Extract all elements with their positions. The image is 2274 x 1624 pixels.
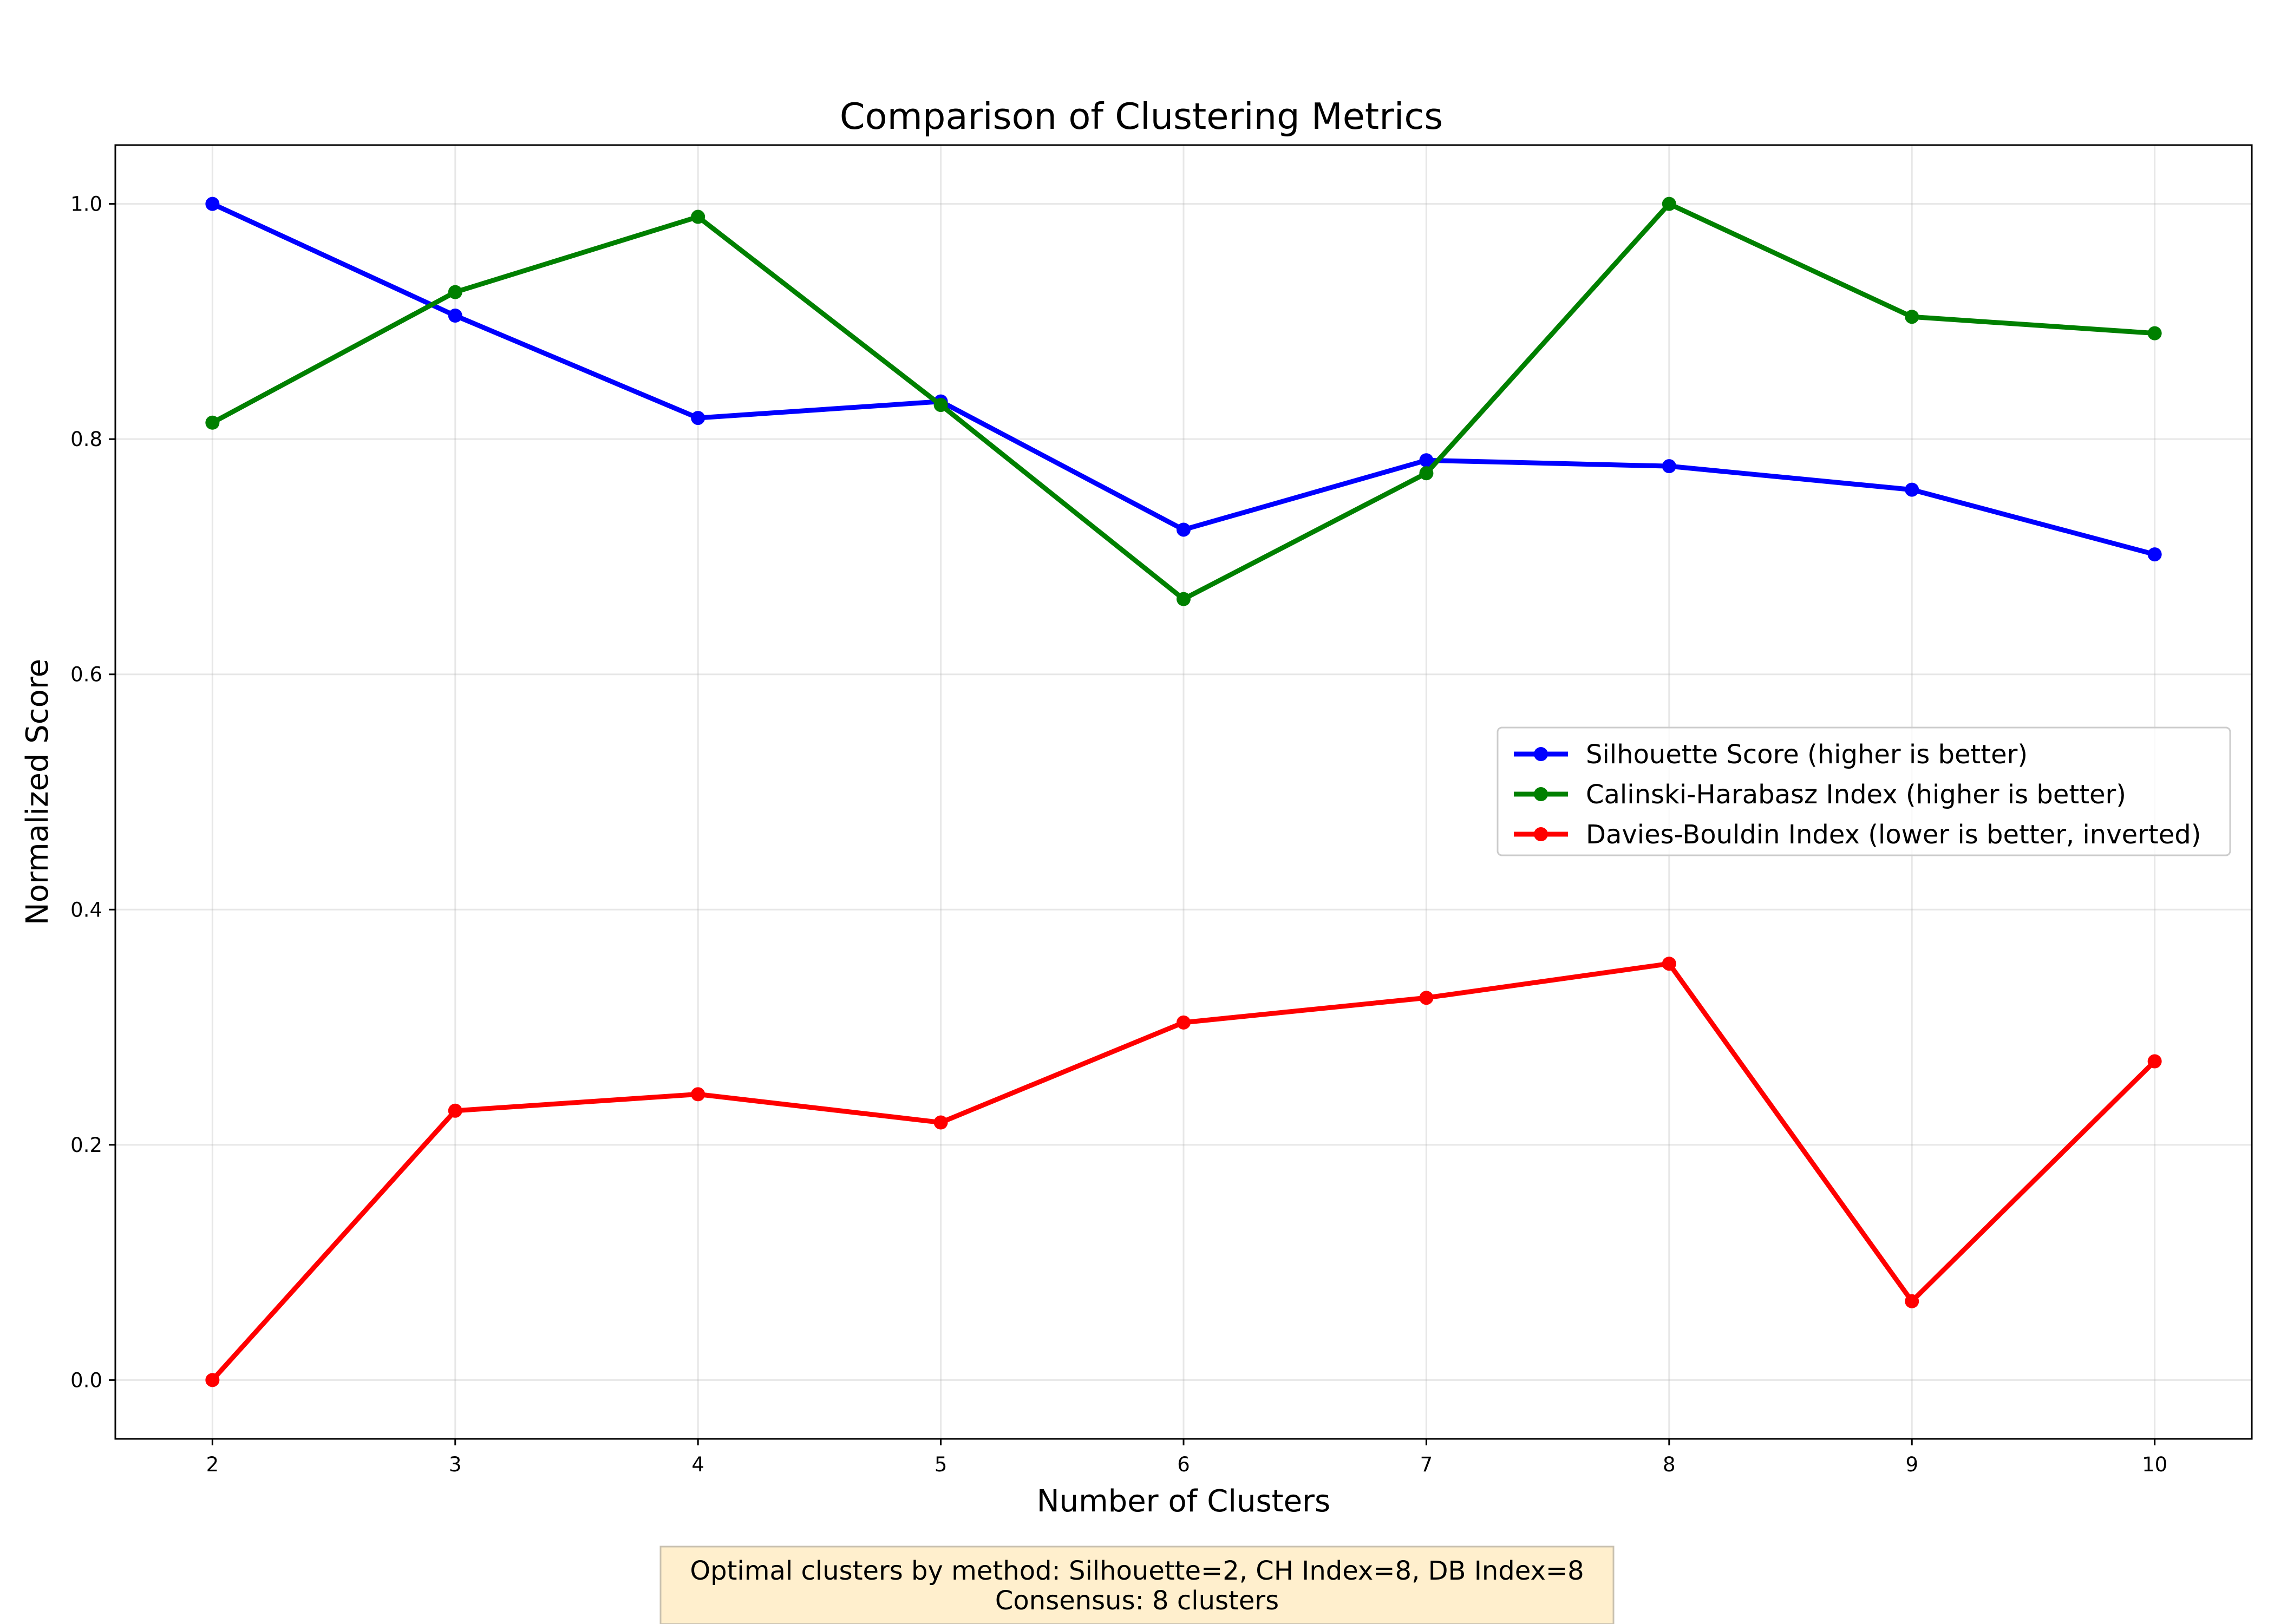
annotation-line-1: Optimal clusters by method: Silhouette=2…	[690, 1556, 1584, 1586]
x-axis-ticks: 2 3 4 5 6 7 8 9 10	[206, 1439, 2167, 1476]
data-point	[205, 1373, 220, 1387]
data-point	[1177, 1015, 1191, 1030]
legend-entry-1: Silhouette Score (higher is better)	[1514, 739, 2028, 770]
legend-label: Silhouette Score (higher is better)	[1586, 739, 2028, 770]
legend-marker	[1534, 787, 1548, 801]
annotation-line-2: Consensus: 8 clusters	[995, 1586, 1279, 1616]
series-2	[205, 197, 2162, 606]
x-tick-label: 4	[691, 1453, 704, 1476]
data-point	[1662, 459, 1676, 474]
x-tick-label: 3	[449, 1453, 462, 1476]
x-tick-label: 10	[2142, 1453, 2167, 1476]
data-point	[2147, 547, 2162, 562]
chart-title: Comparison of Clustering Metrics	[840, 95, 1443, 137]
legend-box	[1497, 726, 2231, 856]
data-point	[448, 1103, 462, 1118]
x-axis-label: Number of Clusters	[1037, 1484, 1330, 1519]
legend-marker	[1534, 827, 1548, 841]
data-point	[691, 1087, 705, 1102]
y-tick-label: 0.6	[70, 663, 102, 686]
y-axis-label: Normalized Score	[20, 659, 55, 925]
data-point	[1177, 522, 1191, 537]
y-tick-label: 0.0	[70, 1368, 102, 1392]
legend-entry-2: Calinski-Harabasz Index (higher is bette…	[1514, 780, 2126, 810]
data-point	[205, 415, 220, 430]
legend-entries: Silhouette Score (higher is better) Calin…	[1514, 739, 2201, 850]
legend-label: Calinski-Harabasz Index (higher is bette…	[1586, 780, 2126, 810]
data-point	[691, 411, 705, 425]
data-point	[1177, 592, 1191, 606]
data-point	[933, 1115, 948, 1130]
y-tick-label: 0.8	[70, 428, 102, 451]
data-point	[1905, 310, 1919, 324]
data-point	[1419, 453, 1434, 468]
x-tick-label: 8	[1663, 1453, 1676, 1476]
data-point	[1662, 957, 1676, 971]
x-tick-label: 2	[206, 1453, 219, 1476]
data-point	[448, 285, 462, 299]
y-axis-ticks: 0.0 0.2 0.4 0.6 0.8 1.0	[70, 193, 115, 1392]
legend: Silhouette Score (higher is better) Calin…	[1497, 726, 2231, 856]
x-tick-label: 5	[935, 1453, 948, 1476]
x-tick-label: 6	[1177, 1453, 1190, 1476]
data-point	[1419, 466, 1434, 481]
data-point	[1905, 1294, 1919, 1308]
x-tick-label: 7	[1420, 1453, 1433, 1476]
data-point	[1905, 482, 1919, 497]
annotation-box: Optimal clusters by method: Silhouette=2…	[659, 1546, 1615, 1624]
y-tick-label: 1.0	[70, 193, 102, 216]
data-point	[933, 398, 948, 412]
grid	[115, 145, 2252, 1439]
data-point	[2147, 326, 2162, 340]
data-point	[1419, 991, 1434, 1005]
y-tick-label: 0.2	[70, 1134, 102, 1157]
series-layer	[205, 197, 2162, 1387]
annotation-background	[659, 1546, 1615, 1624]
legend-marker	[1534, 747, 1548, 761]
data-point	[2147, 1054, 2162, 1069]
data-point	[448, 309, 462, 323]
legend-entry-3: Davies-Bouldin Index (lower is better, i…	[1514, 820, 2201, 850]
data-point	[205, 197, 220, 211]
series-1	[205, 197, 2162, 562]
x-tick-label: 9	[1905, 1453, 1918, 1476]
legend-label: Davies-Bouldin Index (lower is better, i…	[1586, 820, 2201, 850]
y-tick-label: 0.4	[70, 898, 102, 921]
series-3	[205, 957, 2162, 1387]
data-point	[1662, 197, 1676, 211]
data-point	[691, 209, 705, 224]
